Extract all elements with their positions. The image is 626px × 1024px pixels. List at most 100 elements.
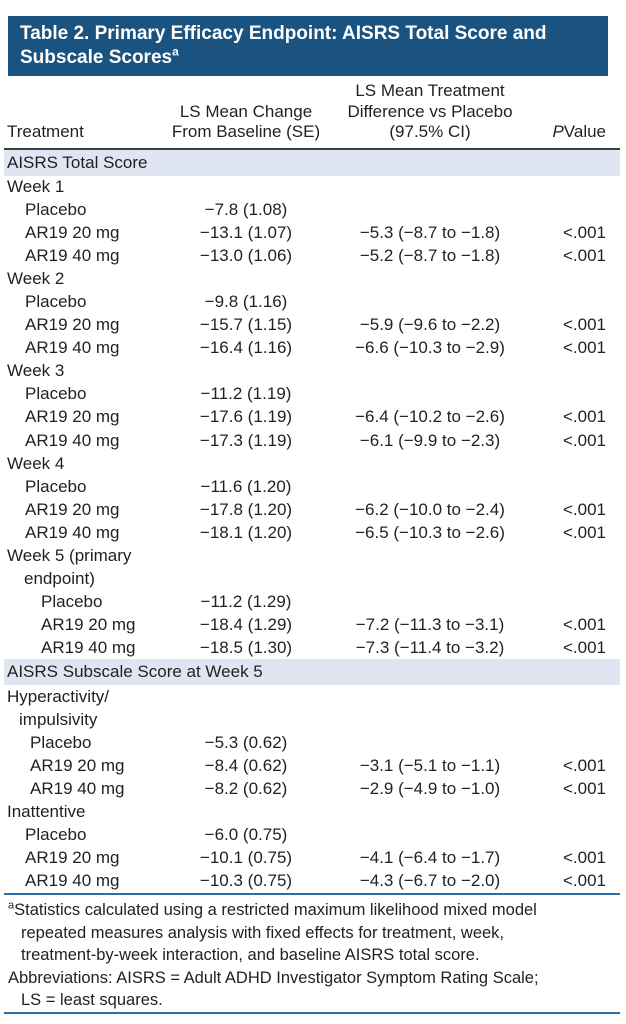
table-row: Week 4 xyxy=(4,452,620,475)
pvalue-cell: <.001 xyxy=(562,499,606,519)
difference-cell: −6.2 (−10.0 to −2.4) xyxy=(355,499,505,519)
treatment-cell: AR19 20 mg xyxy=(25,223,120,243)
treatment-cell: Hyperactivity/ xyxy=(7,687,110,706)
pvalue-cell: <.001 xyxy=(562,223,606,243)
footnote-a-line: repeated measures analysis with fixed ef… xyxy=(21,923,505,942)
table-row: Placebo −11.2 (1.19) xyxy=(4,383,620,406)
treatment-cell: AR19 40 mg xyxy=(25,871,120,891)
table-row: AR19 20 mg −18.4 (1.29) −7.2 (−11.3 to −3.… xyxy=(4,613,620,636)
change-cell: −8.4 (0.62) xyxy=(204,756,288,776)
pvalue-cell: <.001 xyxy=(562,338,606,358)
pvalue-cell: <.001 xyxy=(562,430,606,450)
change-cell: −5.3 (0.62) xyxy=(204,733,288,753)
difference-cell: −4.3 (−6.7 to −2.0) xyxy=(359,871,501,891)
table-title-line2-text: Subscale Scores xyxy=(20,47,173,68)
table-row: Placebo −7.8 (1.08) xyxy=(4,199,620,222)
table-title-band: Table 2. Primary Efficacy Endpoint: AISR… xyxy=(8,16,608,76)
footnotes: aStatistics calculated using a restricte… xyxy=(8,899,620,1012)
table-title-line2: Subscale Scoresa xyxy=(20,46,598,70)
treatment-cell: AR19 40 mg xyxy=(25,430,120,450)
treatment-cell: Placebo xyxy=(25,384,87,404)
difference-cell: −3.1 (−5.1 to −1.1) xyxy=(359,756,501,776)
difference-cell: −2.9 (−4.9 to −1.0) xyxy=(359,779,501,799)
treatment-cell: Inattentive xyxy=(7,802,86,822)
footnote-top-rule xyxy=(4,892,620,895)
pvalue-cell: <.001 xyxy=(562,848,606,868)
difference-cell: −6.4 (−10.2 to −2.6) xyxy=(355,407,505,427)
table-row: AR19 40 mg −17.3 (1.19) −6.1 (−9.9 to −2.3… xyxy=(4,429,620,452)
difference-cell: −4.1 (−6.4 to −1.7) xyxy=(359,848,501,868)
treatment-cell: Week 5 (primary xyxy=(7,545,132,565)
column-header-treatment-label: Treatment xyxy=(7,122,84,141)
table-row: Placebo −9.8 (1.16) xyxy=(4,291,620,314)
change-cell: −18.5 (1.30) xyxy=(199,637,293,657)
change-cell: −13.0 (1.06) xyxy=(199,246,293,266)
table-row: AR19 40 mg −8.2 (0.62) −2.9 (−4.9 to −1.0)… xyxy=(4,778,620,801)
table-row: AR19 20 mg −15.7 (1.15) −5.9 (−9.6 to −2.2… xyxy=(4,314,620,337)
footnote-a-line: treatment-by-week interaction, and basel… xyxy=(21,946,480,965)
treatment-cell: Week 1 xyxy=(7,177,65,197)
change-cell: −17.3 (1.19) xyxy=(199,430,293,450)
treatment-cell: Placebo xyxy=(25,825,87,845)
difference-cell: −5.3 (−8.7 to −1.8) xyxy=(359,223,501,243)
table-bottom-rule xyxy=(4,1011,620,1014)
difference-cell: −5.9 (−9.6 to −2.2) xyxy=(359,315,501,335)
treatment-cell: Placebo xyxy=(30,733,92,753)
difference-cell: −6.5 (−10.3 to −2.6) xyxy=(355,522,505,542)
table-row: AR19 40 mg −10.3 (0.75) −4.3 (−6.7 to −2.0… xyxy=(4,870,620,893)
section-band: AISRS Total Score xyxy=(4,149,620,176)
change-cell: −7.8 (1.08) xyxy=(204,200,288,220)
change-cell: −11.6 (1.20) xyxy=(200,476,292,496)
column-header-change-line2: From Baseline (SE) xyxy=(171,122,321,141)
treatment-cell: Placebo xyxy=(25,476,87,496)
table-row: AR19 20 mg −13.1 (1.07) −5.3 (−8.7 to −1.8… xyxy=(4,222,620,245)
difference-cell: −7.2 (−11.3 to −3.1) xyxy=(355,614,505,634)
change-cell: −11.2 (1.19) xyxy=(200,384,292,404)
change-cell: −17.6 (1.19) xyxy=(199,407,293,427)
treatment-cell: Placebo xyxy=(41,591,103,611)
table-row: Placebo −6.0 (0.75) xyxy=(4,824,620,847)
change-cell: −13.1 (1.07) xyxy=(199,223,293,243)
column-header-difference: LS Mean Treatment Difference vs Placebo … xyxy=(347,81,512,148)
change-cell: −18.1 (1.20) xyxy=(199,522,293,542)
table-row: Week 5 (primary xyxy=(4,544,620,567)
pvalue-cell: <.001 xyxy=(562,779,606,799)
difference-cell: −6.6 (−10.3 to −2.9) xyxy=(355,338,505,358)
column-header-pvalue: P Value xyxy=(508,122,620,148)
treatment-cell: Week 2 xyxy=(7,269,65,289)
section-band: AISRS Subscale Score at Week 5 xyxy=(4,659,620,686)
treatment-cell: endpoint) xyxy=(24,568,95,588)
change-cell: −10.3 (0.75) xyxy=(199,871,293,891)
table-title-superscript: a xyxy=(172,44,179,59)
treatment-cell: AR19 20 mg xyxy=(25,407,120,427)
table-row: AR19 40 mg −16.4 (1.16) −6.6 (−10.3 to −2.… xyxy=(4,337,620,360)
table-row: AR19 20 mg −17.8 (1.20) −6.2 (−10.0 to −2.… xyxy=(4,498,620,521)
table-row: Placebo −11.2 (1.29) xyxy=(4,590,620,613)
change-cell: −16.4 (1.16) xyxy=(199,338,293,358)
footnote-abbreviations-line: LS = least squares. xyxy=(21,991,163,1010)
table-body: AISRS Total Score Week 1 Placebo −7.8 (1.08… xyxy=(4,149,620,893)
treatment-cell: impulsivity xyxy=(19,710,98,730)
table-row: AR19 40 mg −13.0 (1.06) −5.2 (−8.7 to −1.8… xyxy=(4,245,620,268)
pvalue-cell: <.001 xyxy=(562,637,606,657)
table-row: AR19 20 mg −8.4 (0.62) −3.1 (−5.1 to −1.1)… xyxy=(4,755,620,778)
table-row: Week 2 xyxy=(4,268,620,291)
change-cell: −6.0 (0.75) xyxy=(204,825,288,845)
treatment-cell: AR19 40 mg xyxy=(41,637,136,657)
treatment-cell: AR19 20 mg xyxy=(25,315,120,335)
change-cell: −9.8 (1.16) xyxy=(204,292,288,312)
treatment-cell: AR19 40 mg xyxy=(25,338,120,358)
column-header-change: LS Mean Change From Baseline (SE) xyxy=(140,102,352,148)
pvalue-cell: <.001 xyxy=(562,522,606,542)
table-row: AR19 20 mg −17.6 (1.19) −6.4 (−10.2 to −2.… xyxy=(4,406,620,429)
change-cell: −18.4 (1.29) xyxy=(199,614,293,634)
treatment-cell: AR19 20 mg xyxy=(41,614,136,634)
treatment-cell: Placebo xyxy=(25,200,87,220)
change-cell: −15.7 (1.15) xyxy=(199,315,293,335)
pvalue-cell: <.001 xyxy=(562,246,606,266)
column-header-difference-line3: (97.5% CI) xyxy=(389,122,471,141)
pvalue-cell: <.001 xyxy=(562,315,606,335)
treatment-cell: AR19 20 mg xyxy=(30,756,125,776)
footnote-a-line: aStatistics calculated using a restricte… xyxy=(8,899,537,919)
